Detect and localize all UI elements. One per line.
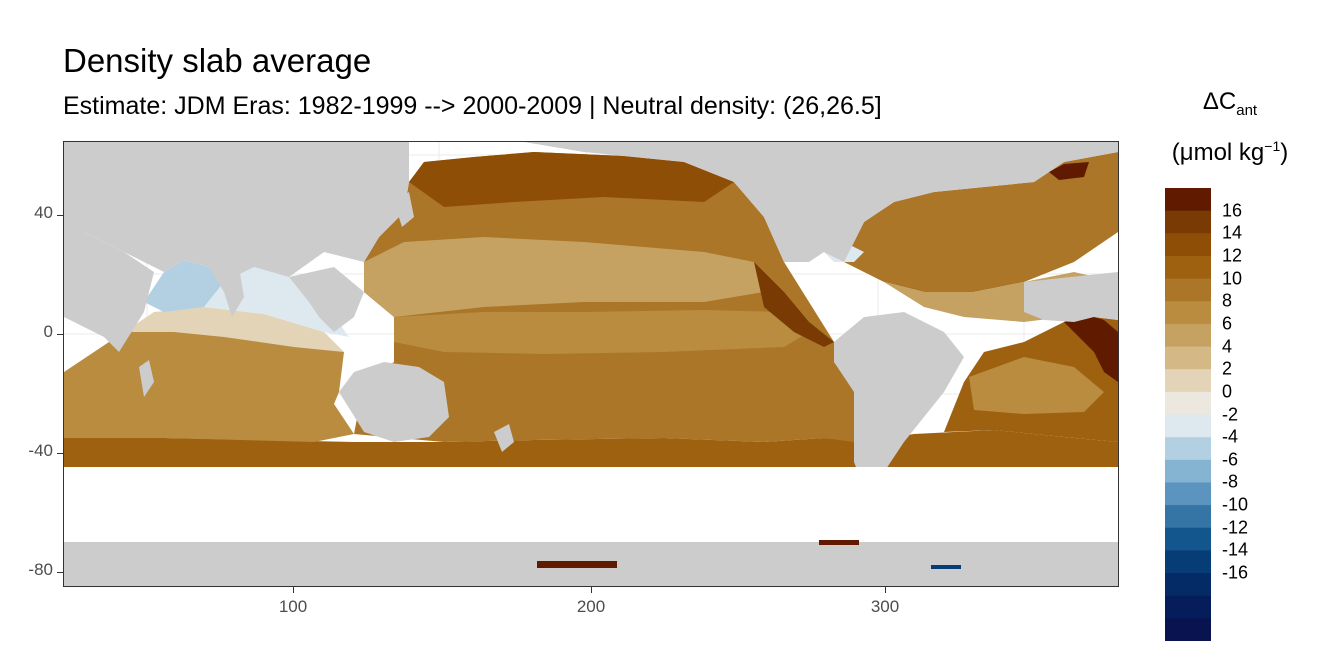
y-tickmark <box>57 334 63 335</box>
arabian-sea <box>144 260 224 312</box>
legend-swatch <box>1165 550 1211 574</box>
legend-swatch <box>1165 233 1211 257</box>
madagascar-land <box>139 360 154 397</box>
land-masses <box>64 142 1118 586</box>
legend-label: -12 <box>1222 517 1249 538</box>
x-tickmark <box>293 587 294 593</box>
legend-swatch <box>1165 527 1211 551</box>
legend-swatch <box>1165 369 1211 393</box>
legend-unit-suffix: ) <box>1280 139 1289 166</box>
legend-symbol: ΔC <box>1202 88 1237 115</box>
atlantic-north <box>844 152 1118 292</box>
africa-west-land <box>1024 272 1118 322</box>
legend-swatch <box>1165 573 1211 597</box>
legend-label: 6 <box>1222 313 1233 334</box>
map-panel <box>63 141 1119 587</box>
legend-label: 0 <box>1222 381 1233 402</box>
north-sea-patch <box>1049 162 1089 180</box>
legend-swatch <box>1165 278 1211 302</box>
legend-colorbar <box>1165 188 1211 641</box>
legend-swatch <box>1165 323 1211 348</box>
legend-swatch <box>1165 255 1211 280</box>
map-canvas <box>64 142 1118 586</box>
india-land <box>209 267 244 317</box>
legend-subscript: ant <box>1236 101 1258 119</box>
legend-swatch <box>1165 595 1211 619</box>
legend-swatch <box>1165 346 1211 370</box>
legend-label: -14 <box>1222 539 1249 560</box>
legend-swatch <box>1165 437 1211 461</box>
legend-unit-superscript: −1 <box>1264 138 1281 154</box>
ross-sea-patch <box>537 561 617 568</box>
japan-land <box>394 192 414 227</box>
australia-land <box>339 362 449 442</box>
y-tick-label: -40 <box>28 441 53 460</box>
legend-label: 16 <box>1222 200 1243 221</box>
legend-label: 4 <box>1222 336 1233 357</box>
plot-subtitle: Estimate: JDM Eras: 1982-1999 --> 2000-2… <box>63 92 882 120</box>
legend-unit-prefix: (μmol kg <box>1171 139 1265 166</box>
x-tick-label: 200 <box>576 597 606 616</box>
y-tick-label: -80 <box>28 560 53 579</box>
atlantic-south-central <box>969 357 1104 414</box>
x-tickmark <box>591 587 592 593</box>
legend-swatch <box>1165 505 1211 529</box>
pacific-north-subtropic <box>364 237 764 317</box>
eurasia-land <box>64 142 409 282</box>
legend-swatch <box>1165 391 1211 416</box>
x-tickmark <box>885 587 886 593</box>
legend-label: -4 <box>1222 426 1239 447</box>
legend-swatch <box>1165 482 1211 506</box>
legend-label: 2 <box>1222 358 1233 379</box>
y-tick-label: 0 <box>43 322 53 341</box>
legend-label: -2 <box>1222 404 1239 424</box>
legend-title: ΔCant <box>1165 88 1295 119</box>
y-tick-label: 40 <box>34 203 53 222</box>
africa-land <box>64 142 154 352</box>
legend-label: -8 <box>1222 471 1239 492</box>
legend-swatch <box>1165 301 1211 325</box>
y-tickmark <box>57 572 63 573</box>
gulf-of-guinea <box>1064 314 1118 382</box>
greenland-land <box>944 142 1024 182</box>
pacific-east-coast <box>754 262 834 347</box>
legend-colorbar-svg <box>1165 188 1211 641</box>
south-america-land <box>834 312 964 487</box>
no-data-band <box>64 467 1118 542</box>
y-tickmark <box>57 215 63 216</box>
pacific-equatorial <box>394 310 809 354</box>
legend-label: 10 <box>1222 268 1243 289</box>
indian-ocean-north <box>124 307 344 352</box>
legend-swatch <box>1165 414 1211 438</box>
amundsen-patch <box>819 540 859 545</box>
legend-label: 14 <box>1222 222 1243 243</box>
legend-unit: (μmol kg−1) <box>1165 138 1295 167</box>
legend-label: -6 <box>1222 449 1239 470</box>
legend-swatch <box>1165 459 1211 484</box>
plot-title: Density slab average <box>63 42 372 79</box>
legend-swatch <box>1165 188 1211 212</box>
x-tick-label: 100 <box>278 597 308 616</box>
x-tick-label: 300 <box>870 597 900 616</box>
legend-label: 8 <box>1222 290 1233 311</box>
southeast-asia-land <box>289 267 364 332</box>
legend-label: -16 <box>1222 562 1249 583</box>
legend-swatch <box>1165 618 1211 641</box>
y-tickmark <box>57 453 63 454</box>
legend-label: -10 <box>1222 494 1249 515</box>
new-zealand-land <box>494 424 514 452</box>
weddell-patch <box>931 565 961 569</box>
indian-ocean <box>64 320 354 442</box>
legend-label: 12 <box>1222 245 1243 266</box>
pacific-north <box>409 152 734 207</box>
legend-swatch <box>1165 210 1211 234</box>
